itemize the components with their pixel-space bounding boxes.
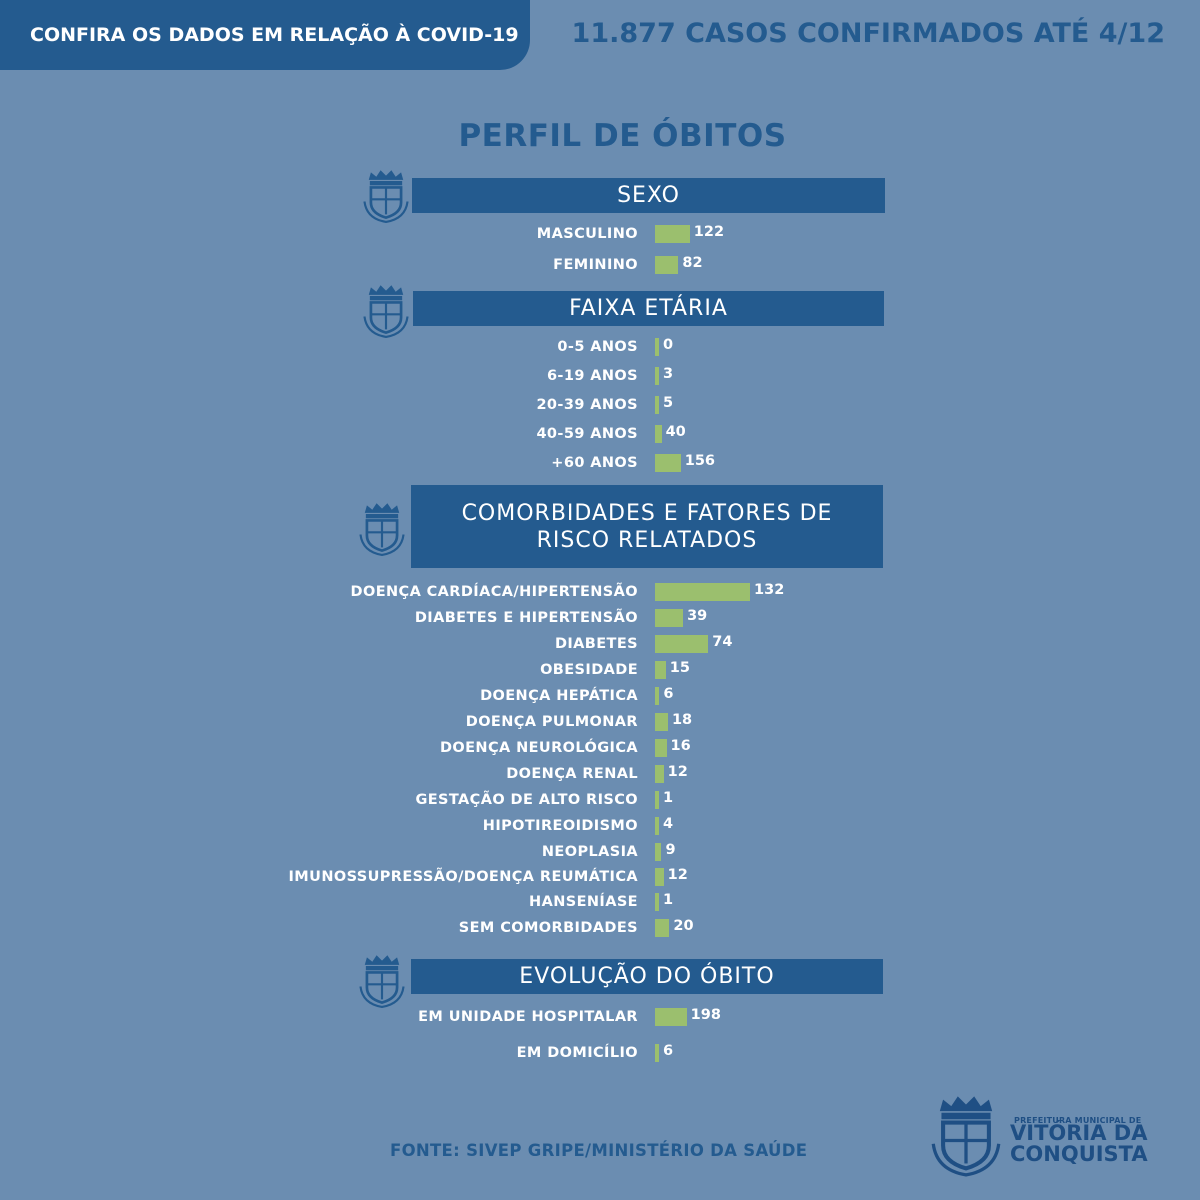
data-label: 122 [693, 224, 725, 240]
data-label: 82 [682, 255, 703, 271]
bar [655, 893, 659, 911]
category-label: NEOPLASIA [541, 844, 638, 860]
data-label: 1 [663, 892, 674, 908]
bar [655, 367, 659, 385]
data-label: 1 [663, 790, 674, 806]
bar [655, 843, 662, 861]
data-label: 20 [673, 918, 694, 934]
bar [655, 609, 684, 627]
logo-city-line-2: CONQUISTA [1010, 1142, 1148, 1166]
data-label: 6 [663, 1043, 674, 1059]
source-note: FONTE: SIVEP GRIPE/MINISTÉRIO DA SAÚDE [390, 1141, 808, 1160]
category-label: +60 ANOS [551, 455, 638, 471]
category-label: DIABETES E HIPERTENSÃO [414, 610, 638, 626]
coat-of-arms-icon [359, 503, 405, 556]
category-label: 20-39 ANOS [536, 397, 638, 413]
category-label: 6-19 ANOS [546, 368, 638, 384]
data-label: 16 [670, 738, 691, 754]
bar [655, 583, 751, 601]
category-label: DOENÇA HEPÁTICA [480, 688, 638, 704]
bar [655, 919, 670, 937]
bar [655, 338, 659, 356]
data-label: 12 [667, 867, 688, 883]
confirmed-cases-headline: 11.877 CASOS CONFIRMADOS ATÉ 4/12 [571, 18, 1165, 49]
logo-city-name: VITÓRIA DA CONQUISTA [1010, 1123, 1148, 1165]
bar [655, 791, 659, 809]
bar [655, 425, 662, 443]
header-tab: CONFIRA OS DADOS EM RELAÇÃO À COVID-19 [0, 0, 530, 70]
bar [655, 256, 679, 274]
category-label: SEM COMORBIDADES [458, 920, 638, 936]
section-title: COMORBIDADES E FATORES DE RISCO RELATADO… [461, 500, 833, 553]
coat-of-arms-icon [359, 955, 405, 1008]
category-label: 40-59 ANOS [536, 426, 638, 442]
data-label: 15 [669, 660, 690, 676]
category-label: DOENÇA PULMONAR [465, 714, 638, 730]
category-label: DOENÇA NEUROLÓGICA [439, 740, 638, 756]
bar [655, 1008, 687, 1026]
data-label: 9 [665, 842, 676, 858]
section-title: SEXO [617, 183, 680, 208]
coat-of-arms-icon [363, 285, 409, 338]
data-label: 3 [663, 366, 674, 382]
section-title-banner: FAIXA ETÁRIA [413, 291, 884, 326]
data-label: 18 [671, 712, 693, 728]
data-label: 198 [690, 1007, 721, 1023]
bar [655, 817, 659, 835]
logo-city-line-1: VITÓRIA DA [1010, 1121, 1148, 1145]
section-title-banner: EVOLUÇÃO DO ÓBITO [411, 959, 883, 994]
section-title: FAIXA ETÁRIA [569, 296, 728, 321]
logo-prefeitura-line: PREFEITURA MUNICIPAL DE [1014, 1116, 1142, 1125]
category-label: FEMININO [553, 257, 638, 273]
category-label: EM DOMICÍLIO [516, 1045, 638, 1061]
category-label: HANSENÍASE [529, 894, 638, 910]
bar [655, 687, 660, 705]
data-label: 156 [684, 453, 716, 469]
bar [655, 661, 666, 679]
bar [655, 1044, 659, 1062]
bar [655, 635, 709, 653]
data-label: 4 [663, 816, 674, 832]
category-label: OBESIDADE [540, 662, 638, 678]
data-label: 40 [665, 424, 686, 440]
section-title-banner: COMORBIDADES E FATORES DE RISCO RELATADO… [411, 485, 883, 568]
category-label: DOENÇA CARDÍACA/HIPERTENSÃO [350, 584, 638, 600]
city-emblem-icon [931, 1096, 1001, 1177]
category-label: DOENÇA RENAL [506, 766, 638, 782]
category-label: EM UNIDADE HOSPITALAR [418, 1009, 638, 1025]
category-label: HIPOTIREOIDISMO [482, 818, 638, 834]
bar [655, 396, 659, 414]
category-label: MASCULINO [536, 226, 638, 242]
data-label: 0 [663, 337, 674, 353]
data-label: 74 [712, 634, 733, 650]
coat-of-arms-icon [363, 170, 409, 223]
bar [655, 868, 664, 886]
section-title: EVOLUÇÃO DO ÓBITO [519, 964, 775, 989]
bar [655, 739, 667, 757]
data-label: 39 [687, 608, 708, 624]
bar [655, 225, 690, 243]
category-label: DIABETES [554, 636, 638, 652]
category-label: 0-5 ANOS [557, 339, 638, 355]
category-label: IMUNOSSUPRESSÃO/DOENÇA REUMÁTICA [288, 869, 638, 885]
section-title-banner: SEXO [412, 178, 885, 213]
data-label: 6 [663, 686, 674, 702]
data-label: 132 [754, 582, 785, 598]
page-title: PERFIL DE ÓBITOS [458, 118, 787, 154]
header-tab-label: CONFIRA OS DADOS EM RELAÇÃO À COVID-19 [30, 24, 519, 46]
data-label: 12 [667, 764, 688, 780]
category-label: GESTAÇÃO DE ALTO RISCO [415, 792, 638, 808]
bar [655, 454, 681, 472]
data-label: 5 [663, 395, 674, 411]
bar [655, 765, 664, 783]
bar [655, 713, 668, 731]
